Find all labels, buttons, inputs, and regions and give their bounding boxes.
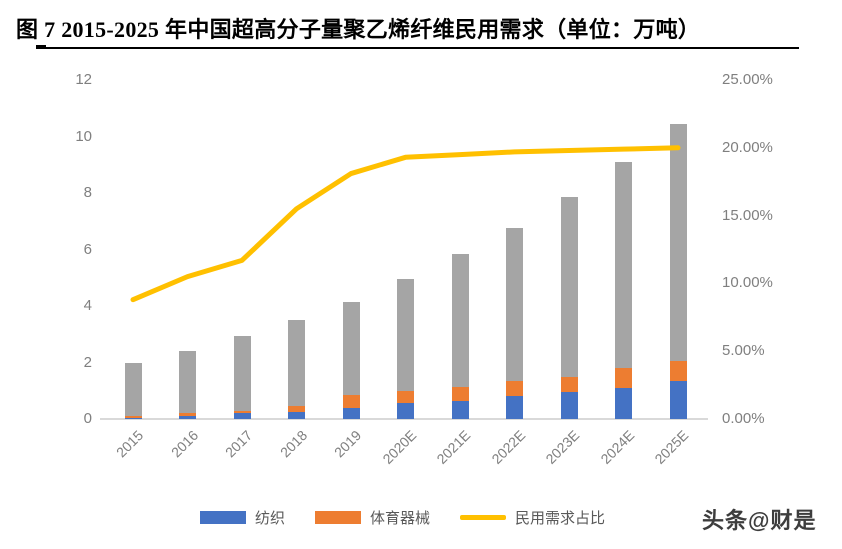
bar-segment-体育器械-2017 — [233, 410, 251, 414]
bar-segment-unlabeled-2020E — [397, 279, 414, 391]
line-民用需求占比 — [130, 145, 681, 303]
bar-segment-体育器械-2015 — [124, 416, 142, 418]
bar-segment-体育器械-2022E — [506, 380, 523, 397]
bar-segment-unlabeled-2025E — [669, 123, 687, 362]
left-axis-tick: 2 — [83, 353, 92, 371]
bar-segment-体育器械-2024E — [615, 368, 632, 388]
left-axis-tick: 12 — [75, 71, 92, 88]
bar-segment-unlabeled-2023E — [560, 197, 578, 377]
bar-segment-unlabeled-2022E — [506, 228, 523, 381]
right-axis-tick: 10.00% — [722, 274, 773, 292]
bar-segment-体育器械-2020E — [397, 390, 414, 404]
bar-segment-体育器械-2023E — [560, 376, 578, 393]
bar-segment-体育器械-2016 — [179, 413, 196, 417]
right-axis-tick: 5.00% — [722, 342, 765, 360]
x-axis-label: 2016 — [167, 427, 201, 461]
x-axis-label: 2019 — [330, 427, 365, 461]
bar-segment-纺织-2020E — [397, 403, 414, 419]
figure-title: 图 7 2015-2025 年中国超高分子量聚乙烯纤维民用需求（单位：万吨） — [16, 17, 701, 42]
x-axis-label: 2020E — [378, 427, 419, 467]
bar-segment-纺织-2016 — [179, 416, 196, 419]
left-axis-tick: 0 — [83, 410, 92, 427]
bar-segment-体育器械-2018 — [288, 406, 305, 412]
bar-segment-体育器械-2021E — [451, 386, 469, 401]
bar-segment-体育器械-2025E — [669, 361, 687, 381]
bar-segment-unlabeled-2016 — [179, 351, 196, 414]
legend-item-体育器械: 体育器械 — [315, 507, 430, 528]
bar-segment-纺织-2023E — [560, 392, 578, 419]
x-axis-label: 2022E — [487, 427, 528, 467]
bar-segment-纺织-2025E — [669, 380, 687, 419]
title-underline — [37, 47, 799, 50]
bar-segment-unlabeled-2024E — [615, 161, 632, 369]
bar-segment-体育器械-2019 — [342, 394, 360, 408]
legend-item-民用需求占比: 民用需求占比 — [460, 507, 605, 528]
legend-label: 纺织 — [255, 509, 286, 527]
x-axis-label: 2015 — [112, 427, 147, 461]
title-underline-cap — [36, 45, 46, 49]
bar-segment-纺织-2015 — [124, 417, 142, 419]
x-axis-label: 2021E — [433, 427, 474, 467]
x-axis-label: 2017 — [221, 427, 256, 461]
watermark: 头条@财是 — [702, 508, 817, 533]
legend-swatch-民用需求占比 — [460, 514, 507, 520]
right-axis-tick: 15.00% — [722, 206, 773, 224]
bar-segment-纺织-2022E — [506, 396, 523, 419]
x-axis-label: 2018 — [276, 427, 310, 461]
right-axis-tick: 20.00% — [722, 138, 773, 156]
left-axis-tick: 8 — [83, 184, 92, 201]
bar-segment-纺织-2024E — [615, 387, 632, 419]
x-axis-label: 2023E — [542, 427, 583, 467]
bar-segment-纺织-2021E — [451, 400, 469, 419]
legend-label: 民用需求占比 — [515, 509, 606, 527]
legend-swatch-体育器械 — [315, 510, 362, 524]
x-axis-label: 2024E — [596, 427, 637, 467]
right-axis-tick: 0.00% — [722, 410, 765, 427]
left-axis-tick: 4 — [83, 297, 92, 314]
left-axis-tick: 10 — [75, 127, 92, 145]
legend-label: 体育器械 — [370, 509, 431, 527]
legend-swatch-纺织 — [200, 510, 246, 524]
bar-segment-纺织-2018 — [288, 411, 305, 419]
legend: 纺织 体育器械 民用需求占比 — [200, 505, 605, 529]
left-axis-tick: 6 — [83, 240, 92, 258]
x-axis-label: 2025E — [651, 427, 692, 467]
right-axis-tick: 25.00% — [722, 71, 773, 88]
bar-segment-纺织-2019 — [342, 407, 360, 419]
legend-item-纺织: 纺织 — [200, 507, 285, 528]
bar-segment-unlabeled-2019 — [342, 301, 360, 395]
bar-segment-unlabeled-2021E — [451, 253, 469, 387]
bar-segment-unlabeled-2018 — [288, 320, 305, 407]
bar-segment-unlabeled-2015 — [124, 362, 142, 417]
bar-segment-纺织-2017 — [233, 413, 251, 419]
bar-segment-unlabeled-2017 — [233, 335, 251, 411]
